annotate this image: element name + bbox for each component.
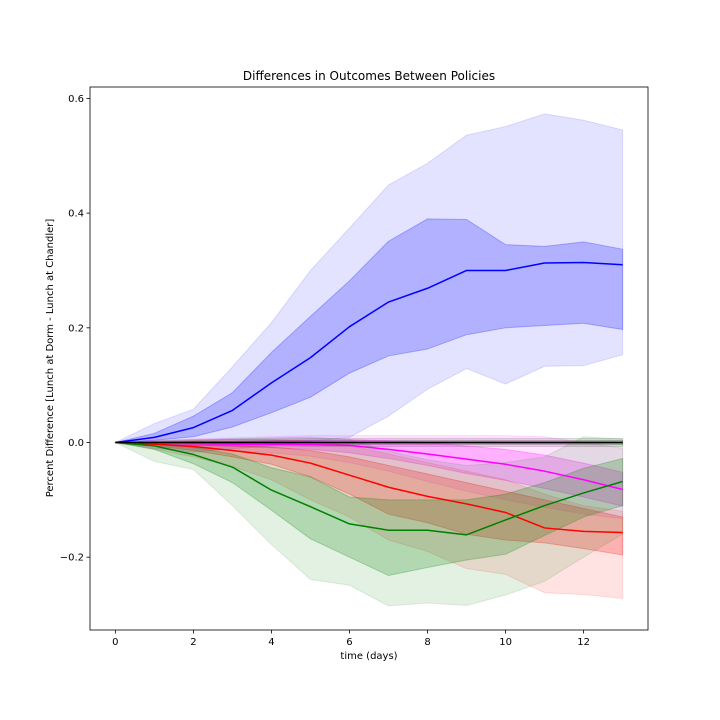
x-tick-label: 2	[190, 637, 196, 648]
series-0-inner-band	[115, 218, 624, 443]
series-2-line	[115, 441, 623, 491]
series-4-line	[115, 441, 623, 536]
x-tick-label: 6	[346, 637, 352, 648]
series-0-line	[115, 261, 623, 444]
x-tick-label: 12	[577, 637, 590, 648]
chart-title: Differences in Outcomes Between Policies	[243, 69, 495, 83]
y-tick-label: 0.4	[68, 209, 84, 220]
plot-frame	[89, 86, 649, 631]
y-tick-label: 0.0	[68, 438, 84, 449]
series-3-inner-band	[115, 442, 624, 556]
series-3-line	[115, 441, 623, 534]
series-lines	[115, 261, 623, 536]
series-3-outer-band	[115, 439, 624, 600]
x-tick-label: 10	[499, 637, 512, 648]
y-tick-label: −0.2	[60, 553, 84, 564]
x-tick-label: 4	[268, 637, 274, 648]
y-axis-ticks: −0.2 0.0 0.2 0.4 0.6	[60, 94, 90, 564]
x-axis-label: time (days)	[340, 651, 397, 662]
series-2-outer-band	[115, 435, 624, 520]
x-axis-ticks: 0 2 4 6 8 10 12	[112, 630, 590, 648]
series-4-outer-band	[115, 436, 624, 607]
x-tick-label: 8	[424, 637, 430, 648]
y-tick-label: 0.6	[68, 94, 84, 105]
y-tick-label: 0.2	[68, 323, 84, 334]
y-axis-label: Percent Difference [Lunch at Dorm - Lunc…	[45, 219, 56, 498]
x-tick-label: 0	[112, 637, 118, 648]
series-0-outer-band	[113, 113, 624, 453]
